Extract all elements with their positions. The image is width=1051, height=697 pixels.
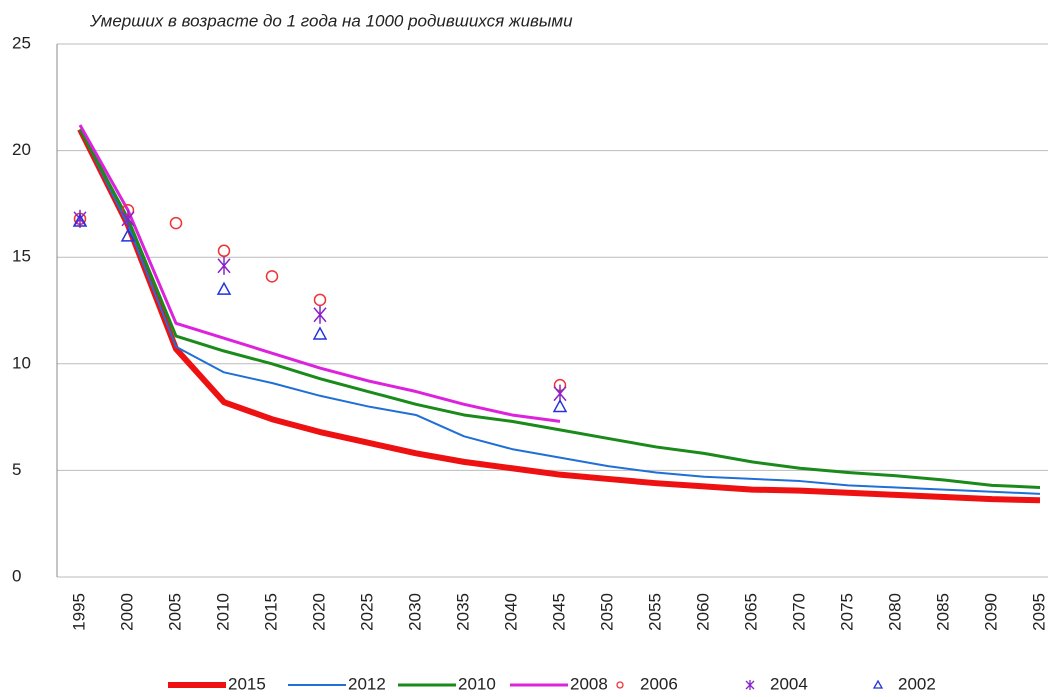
marker — [72, 213, 88, 227]
x-tick-label: 2095 — [1029, 593, 1048, 631]
legend-label: 2004 — [770, 674, 808, 693]
marker — [217, 256, 231, 275]
x-tick-label: 2045 — [549, 593, 568, 631]
x-tick-label: 2020 — [309, 593, 328, 631]
legend-item: 2002 — [872, 674, 936, 693]
x-tick-label: 2010 — [213, 593, 232, 631]
x-tick-label: 2050 — [597, 593, 616, 631]
marker — [313, 293, 327, 307]
x-tick-label: 2005 — [165, 593, 184, 631]
legend-label: 2008 — [570, 674, 608, 693]
marker — [312, 326, 328, 340]
x-tick-label: 2080 — [885, 593, 904, 631]
legend-item: 2010 — [398, 674, 496, 693]
marker — [120, 228, 136, 242]
y-tick-label: 20 — [12, 140, 31, 159]
y-tick-label: 10 — [12, 353, 31, 372]
legend-item: 2008 — [510, 674, 608, 693]
y-tick-label: 25 — [12, 33, 31, 52]
x-tick-label: 2085 — [933, 593, 952, 631]
x-tick-label: 2025 — [357, 593, 376, 631]
legend-label: 2012 — [348, 674, 386, 693]
legend-label: 2002 — [898, 674, 936, 693]
y-tick-label: 15 — [12, 247, 31, 266]
legend-item: 2015 — [168, 674, 266, 693]
legend-item: 2012 — [288, 674, 386, 693]
x-tick-label: 1995 — [69, 593, 88, 631]
legend-swatch — [745, 680, 755, 690]
marker — [216, 281, 232, 295]
legend-label: 2015 — [228, 674, 266, 693]
chart-title: Умерших в возрасте до 1 года на 1000 род… — [89, 11, 573, 30]
marker — [217, 244, 231, 258]
marker — [552, 398, 568, 413]
marker — [169, 216, 183, 230]
x-tick-label: 2055 — [645, 593, 664, 631]
legend-item: 2006 — [616, 674, 678, 693]
series-line — [78, 128, 1041, 489]
series-line — [77, 127, 1041, 504]
legend-label: 2010 — [458, 674, 496, 693]
series-line — [78, 124, 561, 423]
legend-label: 2006 — [640, 674, 678, 693]
marker — [73, 209, 87, 228]
x-tick-label: 2060 — [693, 593, 712, 631]
marker — [265, 270, 279, 283]
legend-swatch — [872, 679, 884, 689]
x-tick-label: 2015 — [261, 593, 280, 631]
y-tick-label: 0 — [12, 566, 21, 585]
marker — [121, 209, 135, 228]
legend-item: 2004 — [745, 674, 808, 693]
x-tick-label: 2040 — [501, 593, 520, 631]
x-tick-label: 2075 — [837, 593, 856, 631]
x-tick-label: 2070 — [789, 593, 808, 631]
x-tick-label: 2000 — [117, 593, 136, 631]
x-tick-label: 2065 — [741, 593, 760, 631]
legend-swatch — [616, 681, 624, 689]
series-line — [79, 128, 1041, 495]
x-tick-label: 2090 — [981, 593, 1000, 631]
x-tick-label: 2035 — [453, 593, 472, 631]
marker — [313, 305, 327, 324]
x-tick-label: 2030 — [405, 593, 424, 631]
y-tick-label: 5 — [12, 460, 21, 479]
